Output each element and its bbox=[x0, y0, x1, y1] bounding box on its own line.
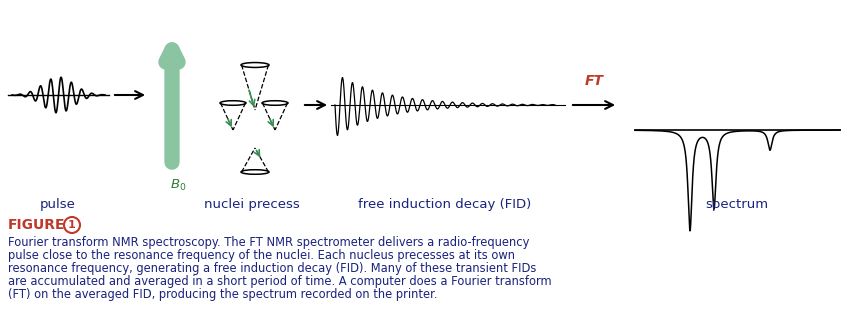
Text: $B_0$: $B_0$ bbox=[170, 178, 186, 193]
Text: (FT) on the averaged FID, producing the spectrum recorded on the printer.: (FT) on the averaged FID, producing the … bbox=[8, 288, 438, 301]
Text: FIGURE: FIGURE bbox=[8, 218, 65, 232]
Text: nuclei precess: nuclei precess bbox=[204, 198, 300, 211]
Text: 1: 1 bbox=[68, 220, 76, 230]
Text: Fourier transform NMR spectroscopy. The FT NMR spectrometer delivers a radio-fre: Fourier transform NMR spectroscopy. The … bbox=[8, 236, 530, 249]
Text: free induction decay (FID): free induction decay (FID) bbox=[359, 198, 531, 211]
Text: pulse: pulse bbox=[40, 198, 76, 211]
Text: resonance frequency, generating a free induction decay (FID). Many of these tran: resonance frequency, generating a free i… bbox=[8, 262, 536, 275]
Text: pulse close to the resonance frequency of the nuclei. Each nucleus precesses at : pulse close to the resonance frequency o… bbox=[8, 249, 515, 262]
Text: spectrum: spectrum bbox=[706, 198, 768, 211]
Text: are accumulated and averaged in a short period of time. A computer does a Fourie: are accumulated and averaged in a short … bbox=[8, 275, 552, 288]
Text: FT: FT bbox=[585, 74, 604, 88]
